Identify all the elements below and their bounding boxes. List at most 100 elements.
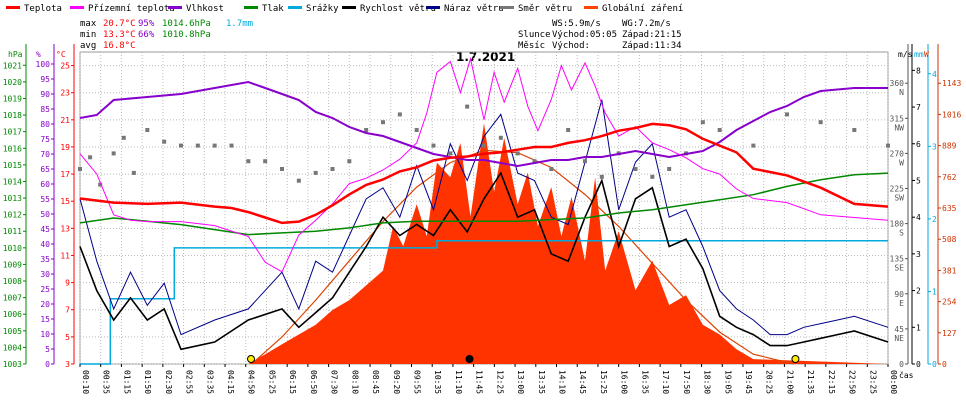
winddir-point bbox=[98, 182, 103, 187]
legend-label: Náraz větru bbox=[444, 4, 504, 14]
winddir-point bbox=[263, 159, 268, 164]
winddir-point bbox=[465, 104, 470, 109]
winddir-point bbox=[414, 128, 419, 132]
pct-axis-label: % bbox=[36, 50, 41, 59]
x-tick-label: 12:25 bbox=[495, 370, 504, 394]
pct-tick-label: 90 bbox=[40, 90, 50, 99]
x-tick-label: 02:30 bbox=[164, 370, 173, 394]
x-tick-label: 09:20 bbox=[392, 370, 401, 394]
stats-max-label: max bbox=[80, 19, 97, 29]
temp-tick-label: 13 bbox=[60, 224, 70, 233]
winddir-point bbox=[212, 143, 217, 148]
legend-label: Teplota bbox=[24, 4, 62, 14]
winddir-tick-label: SW bbox=[894, 194, 904, 203]
legend-label: Tlak bbox=[262, 4, 284, 14]
hpa-tick-label: 1017 bbox=[3, 128, 22, 137]
hpa-tick-label: 1011 bbox=[3, 227, 22, 236]
hpa-tick-label: 1004 bbox=[3, 343, 22, 352]
winddir-point bbox=[229, 143, 234, 148]
legend-swatch bbox=[244, 6, 258, 9]
winddir-point bbox=[195, 143, 200, 148]
hpa-tick-label: 1010 bbox=[3, 244, 22, 253]
hpa-tick-label: 1014 bbox=[3, 177, 22, 186]
winddir-point bbox=[583, 159, 587, 164]
winddir-point bbox=[482, 143, 486, 148]
x-tick-label: 15:25 bbox=[599, 370, 608, 394]
x-tick-label: 07:30 bbox=[330, 370, 339, 394]
winddir-tick-label: E bbox=[899, 299, 904, 308]
temp-tick-label: 15 bbox=[60, 197, 70, 206]
wind-ws: WS:5.9m/s bbox=[552, 19, 601, 29]
x-tick-label: 04:15 bbox=[226, 370, 235, 394]
winddir-point bbox=[633, 167, 638, 171]
ms-tick-label: 4 bbox=[916, 213, 921, 222]
legend-label: Globální záření bbox=[602, 4, 683, 14]
x-tick-label: 08:45 bbox=[371, 370, 380, 394]
sunset-marker bbox=[791, 355, 800, 363]
winddir-point bbox=[280, 167, 284, 171]
mm-axis-label: mm bbox=[914, 50, 924, 59]
winddir-tick-label: SE bbox=[894, 264, 904, 273]
winddir-tick-label: NW bbox=[894, 123, 904, 132]
winddir-point bbox=[549, 167, 554, 171]
wm2-axis-label: W bbox=[924, 50, 929, 59]
x-tick-label: 16:00 bbox=[620, 370, 629, 394]
hpa-tick-label: 1015 bbox=[3, 161, 22, 170]
pct-tick-label: 70 bbox=[40, 150, 50, 159]
winddir-tick-label: 45 bbox=[894, 325, 904, 334]
pct-tick-label: 45 bbox=[40, 225, 50, 234]
legend-label: Směr větru bbox=[518, 4, 572, 14]
x-tick-label: 00:00 bbox=[889, 370, 898, 394]
x-tick-label: 08:10 bbox=[350, 370, 359, 394]
pct-tick-label: 40 bbox=[40, 240, 50, 249]
legend: Teplota Přízemní teplota Vlhkost Tlak Srážky… bbox=[6, 4, 683, 14]
ms-tick-label: 0 bbox=[916, 360, 921, 369]
wm2-tick-label: 762 bbox=[942, 173, 957, 182]
wm2-tick-label: 0 bbox=[942, 360, 947, 369]
stats-max-temp: 20.7°C bbox=[103, 19, 136, 29]
groundtemp-line bbox=[79, 56, 889, 273]
radiation-area bbox=[80, 123, 888, 364]
sun-rise: Východ:05:05 bbox=[552, 30, 617, 40]
hpa-tick-label: 1020 bbox=[3, 78, 22, 87]
legend-swatch bbox=[168, 6, 182, 9]
sunrise-marker bbox=[247, 355, 256, 363]
winddir-point bbox=[162, 139, 167, 144]
x-tick-label: 02:55 bbox=[185, 370, 194, 394]
legend-swatch bbox=[342, 6, 356, 9]
winddir-point bbox=[650, 174, 655, 179]
winddir-point bbox=[145, 128, 150, 132]
pct-tick-label: 15 bbox=[40, 315, 50, 324]
ms-tick-label: 8 bbox=[916, 66, 921, 75]
legend-label: Vlhkost bbox=[186, 4, 224, 14]
x-tick-label: 05:25 bbox=[267, 370, 276, 394]
winddir-point bbox=[381, 120, 385, 125]
stats-min-hum: 66% bbox=[138, 30, 155, 40]
moon-set: Západ:11:34 bbox=[622, 41, 682, 51]
hpa-tick-label: 1016 bbox=[3, 144, 22, 153]
hpa-tick-label: 1009 bbox=[3, 260, 22, 269]
ms-tick-label: 5 bbox=[916, 176, 921, 185]
winddir-point bbox=[599, 174, 604, 179]
x-tick-label: 01:15 bbox=[122, 370, 131, 394]
x-axis: 00:10 00:35 01:15 01:50 02:30 02:55 03:35 04:15… bbox=[79, 364, 898, 394]
legend-label: Rychlost větru bbox=[360, 4, 436, 14]
legend-swatch bbox=[584, 6, 598, 9]
x-tick-label: 21:35 bbox=[806, 370, 815, 394]
winddir-tick-label: 270 bbox=[890, 149, 905, 158]
plot-area bbox=[78, 51, 890, 365]
winddir-point bbox=[330, 167, 335, 171]
hpa-tick-label: 1006 bbox=[3, 310, 22, 319]
wm2-tick-label: 254 bbox=[942, 298, 957, 307]
pct-tick-label: 5 bbox=[45, 345, 50, 354]
winddir-point bbox=[111, 151, 116, 156]
winddir-tick-label: 180 bbox=[890, 220, 905, 229]
winddir-point bbox=[515, 151, 520, 156]
temp-tick-label: 9 bbox=[65, 279, 70, 288]
ms-axis-label: m/s bbox=[898, 50, 913, 59]
stats-min-press: 1010.8hPa bbox=[162, 30, 211, 40]
stats-max-hum: 95% bbox=[138, 19, 155, 29]
stats-avg-label: avg bbox=[80, 41, 96, 51]
winddir-point bbox=[448, 151, 453, 156]
